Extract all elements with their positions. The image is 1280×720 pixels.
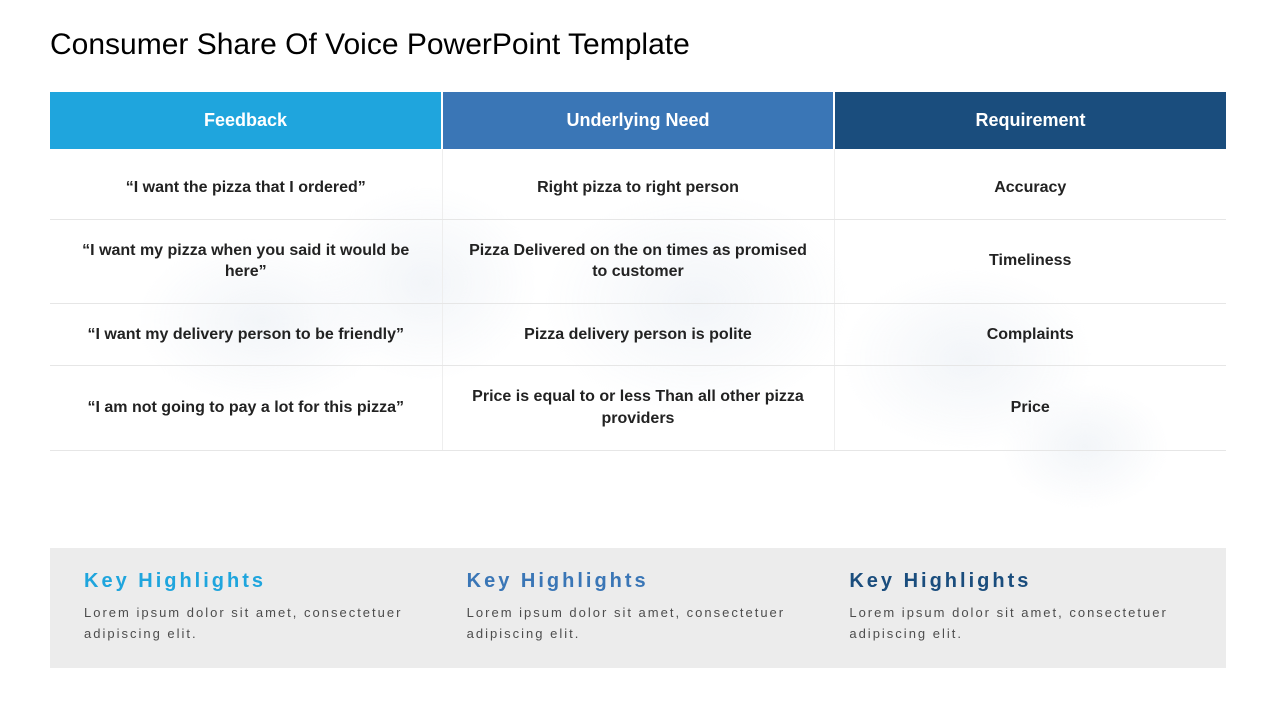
cell-requirement: Price	[834, 366, 1226, 450]
highlight-title: Key Highlights	[849, 570, 1192, 593]
highlight-body: Lorem ipsum dolor sit amet, consectetuer…	[467, 603, 810, 645]
table-row: “I am not going to pay a lot for this pi…	[50, 366, 1226, 450]
cell-need: Pizza delivery person is polite	[442, 303, 834, 366]
highlight-body: Lorem ipsum dolor sit amet, consectetuer…	[849, 603, 1192, 645]
cell-feedback: “I am not going to pay a lot for this pi…	[50, 366, 442, 450]
col-header-underlying-need: Underlying Need	[442, 92, 834, 149]
cell-need: Price is equal to or less Than all other…	[442, 366, 834, 450]
cell-need: Right pizza to right person	[442, 149, 834, 219]
cell-need: Pizza Delivered on the on times as promi…	[442, 219, 834, 303]
cell-feedback: “I want my delivery person to be friendl…	[50, 303, 442, 366]
col-header-requirement: Requirement	[834, 92, 1226, 149]
table-row: “I want my pizza when you said it would …	[50, 219, 1226, 303]
highlight-col-3: Key Highlights Lorem ipsum dolor sit ame…	[849, 570, 1192, 646]
table-header-row: Feedback Underlying Need Requirement	[50, 92, 1226, 149]
highlight-col-1: Key Highlights Lorem ipsum dolor sit ame…	[84, 570, 427, 646]
col-header-feedback: Feedback	[50, 92, 442, 149]
cell-requirement: Complaints	[834, 303, 1226, 366]
highlight-col-2: Key Highlights Lorem ipsum dolor sit ame…	[467, 570, 810, 646]
highlight-title: Key Highlights	[467, 570, 810, 593]
table-row: “I want my delivery person to be friendl…	[50, 303, 1226, 366]
slide-title: Consumer Share Of Voice PowerPoint Templ…	[50, 28, 690, 62]
cell-feedback: “I want my pizza when you said it would …	[50, 219, 442, 303]
highlight-body: Lorem ipsum dolor sit amet, consectetuer…	[84, 603, 427, 645]
table-row: “I want the pizza that I ordered” Right …	[50, 149, 1226, 219]
cell-requirement: Timeliness	[834, 219, 1226, 303]
highlight-title: Key Highlights	[84, 570, 427, 593]
voc-table: Feedback Underlying Need Requirement “I …	[50, 92, 1226, 451]
key-highlights-panel: Key Highlights Lorem ipsum dolor sit ame…	[50, 548, 1226, 668]
cell-feedback: “I want the pizza that I ordered”	[50, 149, 442, 219]
cell-requirement: Accuracy	[834, 149, 1226, 219]
voc-table-container: Feedback Underlying Need Requirement “I …	[50, 92, 1226, 451]
